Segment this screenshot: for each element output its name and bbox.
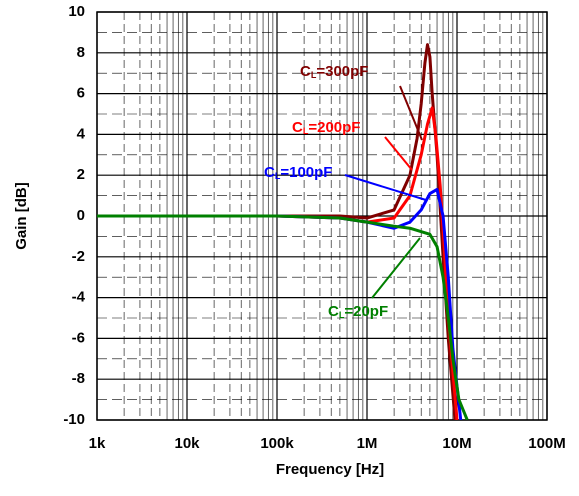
series-label: CL=200pF: [292, 119, 360, 136]
y-tick-label: 2: [77, 166, 85, 183]
y-tick-label: 4: [77, 125, 86, 142]
y-tick-label: -2: [72, 248, 85, 265]
y-tick-label: -10: [63, 411, 85, 428]
label-sub: L: [339, 310, 345, 320]
series-label: CL=300pF: [300, 63, 368, 80]
x-axis-label: Frequency [Hz]: [276, 461, 384, 478]
y-tick-label: 0: [77, 207, 85, 224]
leader-line: [399, 85, 423, 141]
y-tick-label: 6: [77, 85, 85, 102]
label-part: C: [328, 303, 339, 320]
label-part: C: [292, 119, 303, 136]
label-sub: L: [275, 171, 281, 181]
label-part: C: [300, 63, 311, 80]
series-label: CL=20pF: [328, 303, 388, 320]
leader-line: [344, 174, 427, 201]
leader-line: [384, 136, 413, 171]
label-part: =20pF: [344, 303, 388, 320]
x-tick-label: 100k: [260, 435, 294, 452]
x-tick-label: 10k: [174, 435, 200, 452]
label-sub: L: [311, 70, 317, 80]
label-part: =200pF: [308, 119, 360, 136]
y-axis-label: Gain [dB]: [13, 182, 30, 250]
y-tick-label: 8: [77, 44, 85, 61]
x-tick-label: 1k: [89, 435, 106, 452]
y-tick-label: -8: [72, 370, 85, 387]
x-tick-label: 100M: [528, 435, 566, 452]
label-part: =300pF: [316, 63, 368, 80]
y-tick-label: -6: [72, 329, 85, 346]
label-sub: L: [303, 126, 309, 136]
y-tick-label: -4: [72, 289, 86, 306]
label-part: C: [264, 164, 275, 181]
y-tick-label: 10: [68, 3, 85, 20]
x-tick-label: 1M: [357, 435, 378, 452]
leader-line: [371, 237, 421, 299]
series-label: CL=100pF: [264, 164, 332, 181]
x-tick-label: 10M: [442, 435, 471, 452]
series-line: [97, 214, 469, 420]
label-part: =100pF: [280, 164, 332, 181]
